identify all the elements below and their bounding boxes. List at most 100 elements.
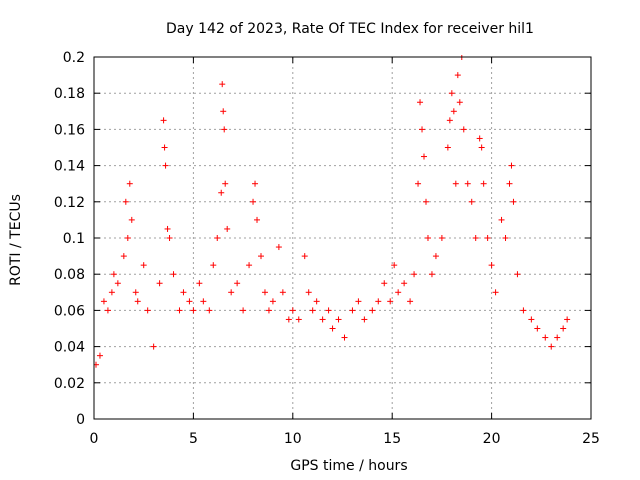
data-point [108, 289, 115, 296]
data-point [438, 235, 445, 241]
chart-title: Day 142 of 2023, Rate Of TEC Index for r… [166, 21, 534, 37]
data-point [265, 307, 272, 314]
data-point [221, 126, 228, 133]
data-point [325, 307, 332, 314]
data-point [164, 225, 171, 232]
data-point [422, 198, 429, 205]
data-points [94, 55, 571, 368]
data-point [488, 262, 495, 269]
axis-ticks: 0 0.02 0.04 0.06 0.08 0.1 0.12 0.14 0.16 0.18 0.2 0… [54, 50, 600, 447]
data-point [301, 253, 308, 260]
data-point [329, 325, 336, 332]
data-point [375, 298, 382, 305]
y-tick-label: 0.18 [54, 86, 85, 102]
data-point [508, 162, 515, 169]
data-point [186, 298, 193, 305]
data-point [220, 108, 227, 115]
data-point [381, 280, 388, 287]
y-tick-label: 0.2 [63, 50, 85, 66]
data-point [391, 262, 398, 269]
data-point [484, 235, 491, 241]
data-point [534, 325, 541, 332]
data-point [289, 307, 296, 314]
y-tick-label: 0 [76, 412, 85, 428]
y-tick-label: 0.1 [63, 231, 85, 247]
data-point [464, 180, 471, 187]
data-point [341, 334, 348, 341]
y-tick-label: 0.02 [54, 376, 85, 392]
data-point [275, 244, 282, 251]
data-point [498, 216, 505, 223]
data-point [478, 144, 485, 151]
y-tick-label: 0.14 [54, 159, 85, 175]
data-point [450, 108, 457, 115]
y-tick-label: 0.16 [54, 122, 85, 138]
data-point [309, 307, 316, 314]
y-tick-label: 0.04 [54, 340, 85, 356]
data-point [206, 307, 213, 314]
data-point [468, 198, 475, 205]
data-point [120, 253, 127, 260]
data-point [305, 289, 312, 296]
data-point [254, 216, 261, 223]
data-point [510, 198, 517, 205]
data-point [428, 271, 435, 278]
x-tick-label: 10 [284, 431, 302, 447]
data-point [218, 189, 225, 196]
data-point [110, 271, 117, 278]
data-point [454, 72, 461, 79]
data-point [472, 235, 479, 241]
data-point [214, 235, 221, 241]
data-point [132, 289, 139, 296]
data-point [246, 262, 253, 269]
data-point [424, 235, 431, 241]
data-point [224, 225, 231, 232]
data-point [476, 135, 483, 142]
data-point [162, 162, 169, 169]
data-point [446, 117, 453, 124]
data-point [415, 180, 422, 187]
data-point [196, 280, 203, 287]
data-point [269, 298, 276, 305]
x-tick-label: 15 [383, 431, 401, 447]
data-point [421, 153, 428, 160]
data-point [335, 316, 342, 323]
data-point [257, 253, 264, 260]
data-point [514, 271, 521, 278]
data-point [166, 235, 173, 241]
data-point [502, 235, 509, 241]
data-point [160, 117, 167, 124]
data-point [176, 307, 183, 314]
data-point [190, 307, 197, 314]
data-point [456, 99, 463, 106]
data-point [240, 307, 247, 314]
data-point [520, 307, 527, 314]
data-point [560, 325, 567, 332]
data-point [548, 343, 555, 350]
data-point [94, 361, 99, 368]
x-tick-label: 5 [189, 431, 198, 447]
y-tick-label: 0.12 [54, 195, 85, 211]
data-point [419, 126, 426, 133]
data-point [506, 180, 513, 187]
data-point [250, 198, 257, 205]
data-point [279, 289, 286, 296]
x-tick-label: 25 [582, 431, 600, 447]
data-point [150, 343, 157, 350]
data-point [222, 180, 229, 187]
data-point [564, 316, 571, 323]
data-point [452, 180, 459, 187]
data-point [401, 280, 408, 287]
data-point [161, 144, 168, 151]
data-point [228, 289, 235, 296]
data-point [234, 280, 241, 287]
data-point [96, 352, 103, 359]
data-point [407, 298, 414, 305]
data-point [319, 316, 326, 323]
grid [94, 57, 591, 419]
data-point [361, 316, 368, 323]
data-point [122, 198, 129, 205]
data-point [313, 298, 320, 305]
data-point [114, 280, 121, 287]
data-point [285, 316, 292, 323]
